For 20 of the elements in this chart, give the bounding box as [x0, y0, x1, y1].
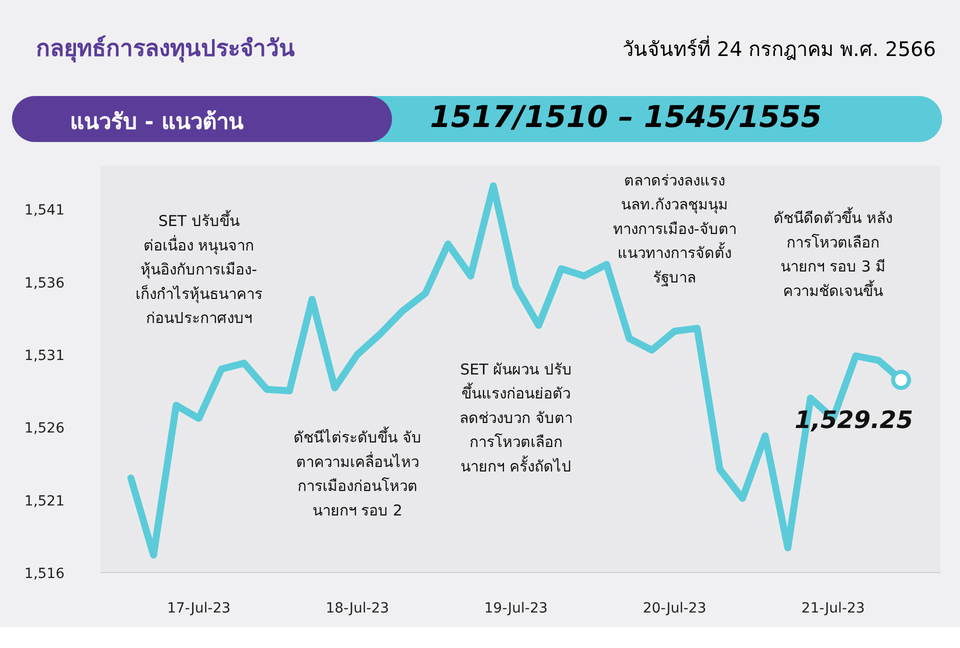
y-tick-label: 1,531: [24, 348, 65, 364]
annotation: ดัชนีดีดตัวขึ้น หลัง การโหวตเลือก นายกฯ รอบ 3 มี ความชัดเจนขึ้น: [774, 207, 893, 300]
annotation: SET ผันผวน ปรับ ขึ้นแรงก่อนย่อตัว ลดช่วงบวก จับตา การโหวตเลือก นายกฯ ครั้งถัดไป: [460, 360, 572, 476]
x-tick-label: 20-Jul-23: [642, 600, 706, 616]
x-tick-label: 21-Jul-23: [801, 600, 865, 616]
x-tick-label: 18-Jul-23: [326, 600, 390, 616]
y-tick-label: 1,521: [24, 493, 65, 510]
text: แนวรับ - แนวต้าน: [70, 109, 244, 137]
chart-title: กลยุทธ์การลงทุนประจำวัน: [36, 34, 295, 64]
annotation: ตลาดร่วงลงแรง นลท.กังวลชุมนุม ทางการเมือง-จับตา แนวทางการจัดตั้ง รัฐบาล: [612, 171, 736, 287]
y-tick-label: 1,516: [24, 566, 65, 582]
y-tick-label: 1,526: [24, 420, 65, 437]
x-tick-label: 19-Jul-23: [484, 600, 548, 616]
y-tick-label: 1,536: [24, 275, 65, 292]
x-tick-label: 17-Jul-23: [167, 600, 231, 616]
text: 1517/1510 – 1545/1555: [430, 100, 822, 135]
y-tick-label: 1,541: [24, 202, 65, 219]
annotation: SET ปรับขึ้น ต่อเนื่อง หนุนจาก หุ้นอิงกับการเมือง- เก็งกำไรหุ้นธนาคาร ก่อนประกาศงบฯ: [135, 210, 262, 328]
annotation: ดัชนีไต่ระดับขึ้น จับ ตาความเคลื่อนไหว การเมืองก่อนโหวต นายกฯ รอบ 2: [294, 426, 422, 520]
chart-subtitle: วันจันทร์ที่ 24 กรกฎาคม พ.ศ. 2566: [622, 34, 936, 63]
